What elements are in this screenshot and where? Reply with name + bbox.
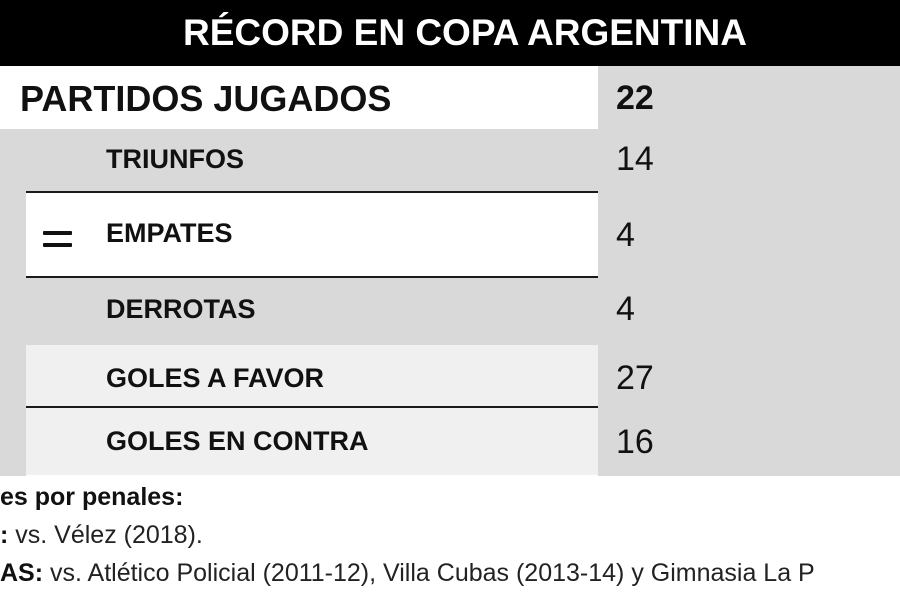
page-title: RÉCORD EN COPA ARGENTINA [183, 12, 747, 53]
row-label: GOLES A FAVOR [106, 363, 325, 393]
row-label: GOLES EN CONTRA [106, 426, 369, 456]
table-row-triunfos: TRIUNFOS [26, 129, 598, 192]
row-value-triunfos: 14 [616, 140, 654, 178]
footnote-heading-bold: es por penales: [0, 483, 184, 511]
equals-icon [43, 231, 72, 247]
footnote-losses-text: vs. Atlético Policial (2011-12), Villa C… [43, 559, 815, 587]
table-row-goles-a-favor: GOLES A FAVOR [26, 345, 598, 407]
footnote-losses-label: AS: [0, 559, 44, 587]
row-value-derrotas: 4 [616, 290, 635, 328]
row-label: EMPATES [106, 218, 233, 248]
footnote-heading: es por penales: [0, 483, 183, 512]
table-row-derrotas: DERROTAS [26, 278, 598, 345]
row-divider [26, 276, 598, 278]
row-label: TRIUNFOS [106, 144, 244, 174]
row-value-goles-en-contra: 16 [616, 423, 654, 461]
left-strip-background [0, 129, 26, 476]
row-value-goles-a-favor: 27 [616, 359, 654, 397]
footnote-losses: AS: vs. Atlético Policial (2011-12), Vil… [0, 559, 815, 588]
row-value-empates: 4 [616, 216, 635, 254]
total-label: PARTIDOS JUGADOS [20, 78, 392, 119]
total-row: PARTIDOS JUGADOS [0, 66, 598, 129]
row-label: DERROTAS [106, 294, 256, 324]
values-column-background [598, 66, 900, 476]
total-value: 22 [616, 79, 654, 117]
table-row-empates: EMPATES [26, 193, 598, 277]
footnote-wins-label: : [0, 521, 9, 549]
footnote-wins: : vs. Vélez (2018). [0, 521, 203, 550]
row-divider [26, 191, 598, 193]
title-bar: RÉCORD EN COPA ARGENTINA [0, 0, 900, 66]
table-row-goles-en-contra: GOLES EN CONTRA [26, 408, 598, 475]
row-divider [26, 406, 598, 408]
footnote-wins-text: vs. Vélez (2018). [8, 521, 203, 549]
